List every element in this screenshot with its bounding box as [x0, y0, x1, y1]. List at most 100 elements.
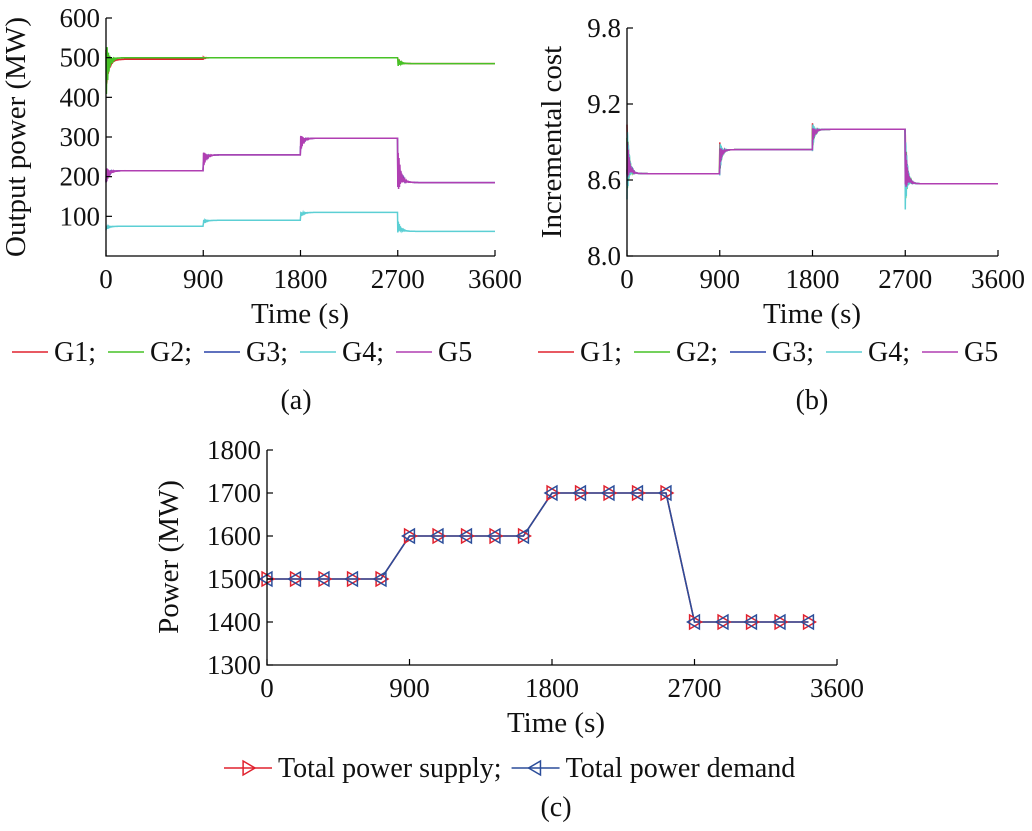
x-tick-label: 2700: [668, 673, 722, 703]
legend-label: G1;: [580, 337, 622, 368]
x-tick-label: 3600: [468, 264, 522, 294]
chart-c-axes: [266, 450, 837, 666]
chart-c-lines: [258, 484, 817, 631]
chart-panel-c: 0 900 1800 2700 3600 1300 1400 1500 1600 1700 1800…: [153, 435, 864, 823]
data-point-marker: [629, 484, 644, 502]
series-line-demand: [267, 492, 809, 623]
y-tick-label: 1300: [207, 650, 261, 680]
chart-c-ylabel: Power (MW): [153, 480, 185, 634]
data-point-marker: [714, 613, 729, 631]
series-line-g1: [105, 49, 495, 84]
y-tick-label: 600: [60, 3, 101, 33]
y-tick-label: 9.8: [587, 13, 621, 43]
data-point-marker: [287, 570, 302, 588]
panel-label-a: (a): [280, 385, 311, 416]
data-point-marker: [686, 613, 701, 631]
y-tick-label: 1400: [207, 607, 261, 637]
chart-b-lines: [626, 123, 998, 210]
data-point-marker: [460, 527, 475, 545]
y-tick-label: 300: [60, 122, 101, 152]
x-tick-label: 1800: [525, 673, 579, 703]
legend-label: G1;: [54, 337, 96, 368]
chart-panel-a: 0 900 1800 2700 3600 100 200 300 400 500 600 Outpu…: [0, 3, 522, 416]
panel-label-c: (c): [540, 792, 571, 823]
x-tick-label: 3600: [810, 673, 864, 703]
data-point-marker: [486, 527, 501, 545]
data-point-marker: [717, 613, 732, 631]
chart-b-ticks: 0 900 1800 2700 3600 8.0 8.6 9.2 9.8: [587, 13, 1025, 294]
series-line-g5: [105, 135, 495, 190]
chart-a-lines: [105, 47, 495, 234]
x-tick-label: 0: [99, 264, 113, 294]
chart-c-legend: Total power supply; Total power demand: [224, 753, 795, 784]
data-point-marker: [372, 570, 387, 588]
chart-b-xlabel: Time (s): [763, 298, 861, 330]
data-point-marker: [543, 484, 558, 502]
y-tick-label: 9.2: [587, 89, 621, 119]
y-tick-label: 1500: [207, 564, 261, 594]
legend-label: Total power demand: [566, 753, 796, 784]
data-point-marker: [429, 527, 444, 545]
series-line-g4: [105, 209, 495, 234]
data-point-marker: [289, 570, 304, 588]
chart-b-legend: G1; G2; G3; G4; G5: [538, 337, 998, 368]
data-point-marker: [546, 484, 561, 502]
legend-label: G5: [438, 337, 472, 368]
chart-c-ticks: 0 900 1800 2700 3600 1300 1400 1500 1600 1700 1800: [207, 435, 864, 703]
legend-label: G4;: [342, 337, 384, 368]
x-tick-label: 0: [260, 673, 274, 703]
legend-label: G2;: [150, 337, 192, 368]
data-point-marker: [800, 613, 815, 631]
data-point-marker: [403, 527, 418, 545]
data-point-marker: [774, 613, 789, 631]
x-tick-label: 0: [620, 264, 634, 294]
data-point-marker: [572, 484, 587, 502]
y-tick-label: 8.6: [587, 165, 621, 195]
data-point-marker: [745, 613, 760, 631]
chart-b-ylabel: Incremental cost: [536, 46, 568, 238]
chart-a-xlabel: Time (s): [251, 298, 349, 330]
series-line-supply: [267, 492, 809, 623]
y-tick-label: 1700: [207, 478, 261, 508]
chart-a-ticks: 0 900 1800 2700 3600 100 200 300 400 500 600: [60, 3, 523, 294]
y-tick-label: 1800: [207, 435, 261, 465]
data-point-marker: [344, 570, 359, 588]
x-tick-label: 900: [183, 264, 224, 294]
y-tick-label: 1600: [207, 521, 261, 551]
data-point-marker: [657, 484, 672, 502]
data-point-marker: [660, 484, 675, 502]
data-point-marker: [318, 570, 333, 588]
x-tick-label: 2700: [878, 264, 932, 294]
data-point-marker: [401, 527, 416, 545]
data-point-marker: [688, 613, 703, 631]
chart-panel-b: 0 900 1800 2700 3600 8.0 8.6 9.2 9.8 Incremental…: [536, 13, 1025, 416]
data-point-marker: [261, 570, 276, 588]
panel-label-b: (b): [796, 385, 829, 416]
x-tick-label: 1800: [786, 264, 840, 294]
data-point-marker: [375, 570, 390, 588]
legend-label: Total power supply;: [278, 753, 502, 784]
data-point-marker: [574, 484, 589, 502]
data-point-marker: [315, 570, 330, 588]
data-point-marker: [631, 484, 646, 502]
data-point-marker: [771, 613, 786, 631]
legend-marker: [242, 759, 257, 777]
y-tick-label: 8.0: [587, 241, 621, 271]
legend-label: G2;: [676, 337, 718, 368]
y-tick-label: 400: [60, 82, 101, 112]
x-tick-label: 2700: [371, 264, 425, 294]
data-point-marker: [603, 484, 618, 502]
data-point-marker: [802, 613, 817, 631]
data-point-marker: [743, 613, 758, 631]
data-point-marker: [489, 527, 504, 545]
series-line-g2: [105, 47, 495, 95]
x-tick-label: 1800: [274, 264, 328, 294]
legend-label: G5: [964, 337, 998, 368]
y-tick-label: 500: [60, 43, 101, 73]
chart-a-ylabel: Output power (MW): [0, 17, 32, 257]
legend-label: G3;: [772, 337, 814, 368]
data-point-marker: [432, 527, 447, 545]
data-point-marker: [517, 527, 532, 545]
data-point-marker: [515, 527, 530, 545]
